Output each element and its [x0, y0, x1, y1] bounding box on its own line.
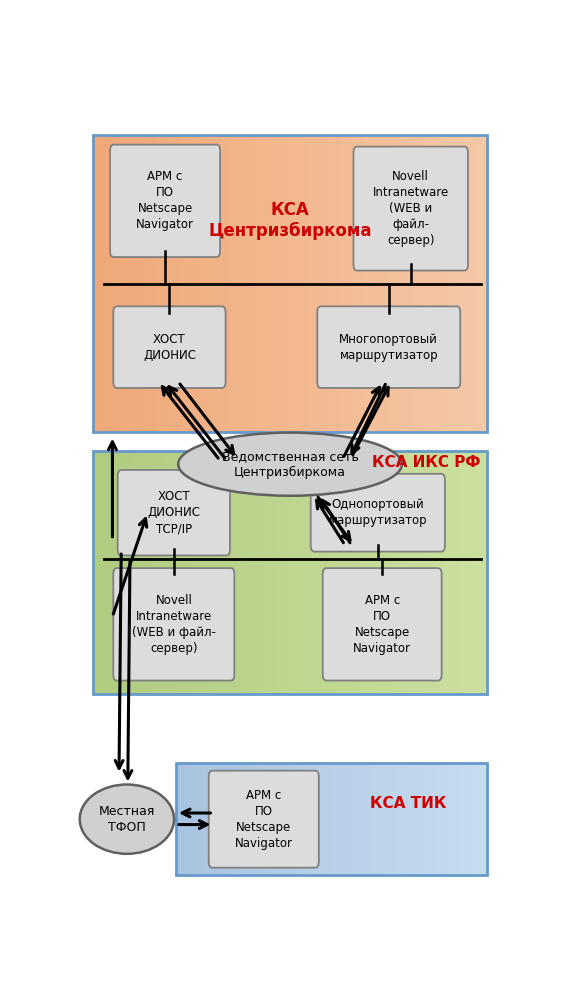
Text: АРМ с
ПО
Netscape
Navigator: АРМ с ПО Netscape Navigator [136, 170, 194, 231]
Text: АРМ с
ПО
Netscape
Navigator: АРМ с ПО Netscape Navigator [353, 594, 411, 655]
Text: Novell
Intranetware
(WEB и
файл-
сервер): Novell Intranetware (WEB и файл- сервер) [372, 170, 449, 247]
FancyBboxPatch shape [113, 306, 226, 388]
Text: Однопортовый
маршрутизатор: Однопортовый маршрутизатор [328, 498, 427, 527]
Ellipse shape [80, 785, 174, 854]
Text: ХОСТ
ДИОНИС: ХОСТ ДИОНИС [143, 333, 196, 362]
Text: ХОСТ
ДИОНИС
TCP/IP: ХОСТ ДИОНИС TCP/IP [147, 490, 200, 535]
Text: Местная
ТФОП: Местная ТФОП [98, 805, 155, 834]
Text: АРМ с
ПО
Netscape
Navigator: АРМ с ПО Netscape Navigator [235, 789, 293, 850]
Ellipse shape [178, 433, 402, 496]
FancyBboxPatch shape [209, 771, 319, 868]
FancyBboxPatch shape [110, 145, 220, 257]
Text: Многопортовый
маршрутизатор: Многопортовый маршрутизатор [340, 333, 438, 362]
FancyBboxPatch shape [113, 568, 234, 681]
Bar [93, 451, 487, 694]
FancyBboxPatch shape [318, 306, 460, 388]
FancyBboxPatch shape [323, 568, 441, 681]
Text: КСА
Центризбиркома: КСА Центризбиркома [208, 201, 372, 240]
Bar [176, 763, 487, 875]
Text: Ведомственная сеть
Центризбиркома: Ведомственная сеть Центризбиркома [222, 450, 358, 479]
FancyBboxPatch shape [353, 147, 468, 271]
Text: КСА ИКС РФ: КСА ИКС РФ [372, 455, 481, 470]
FancyBboxPatch shape [118, 470, 230, 555]
Text: Novell
Intranetware
(WEB и файл-
сервер): Novell Intranetware (WEB и файл- сервер) [132, 594, 216, 655]
FancyBboxPatch shape [311, 474, 445, 552]
Bar [93, 135, 487, 432]
Text: КСА ТИК: КСА ТИК [370, 796, 447, 811]
